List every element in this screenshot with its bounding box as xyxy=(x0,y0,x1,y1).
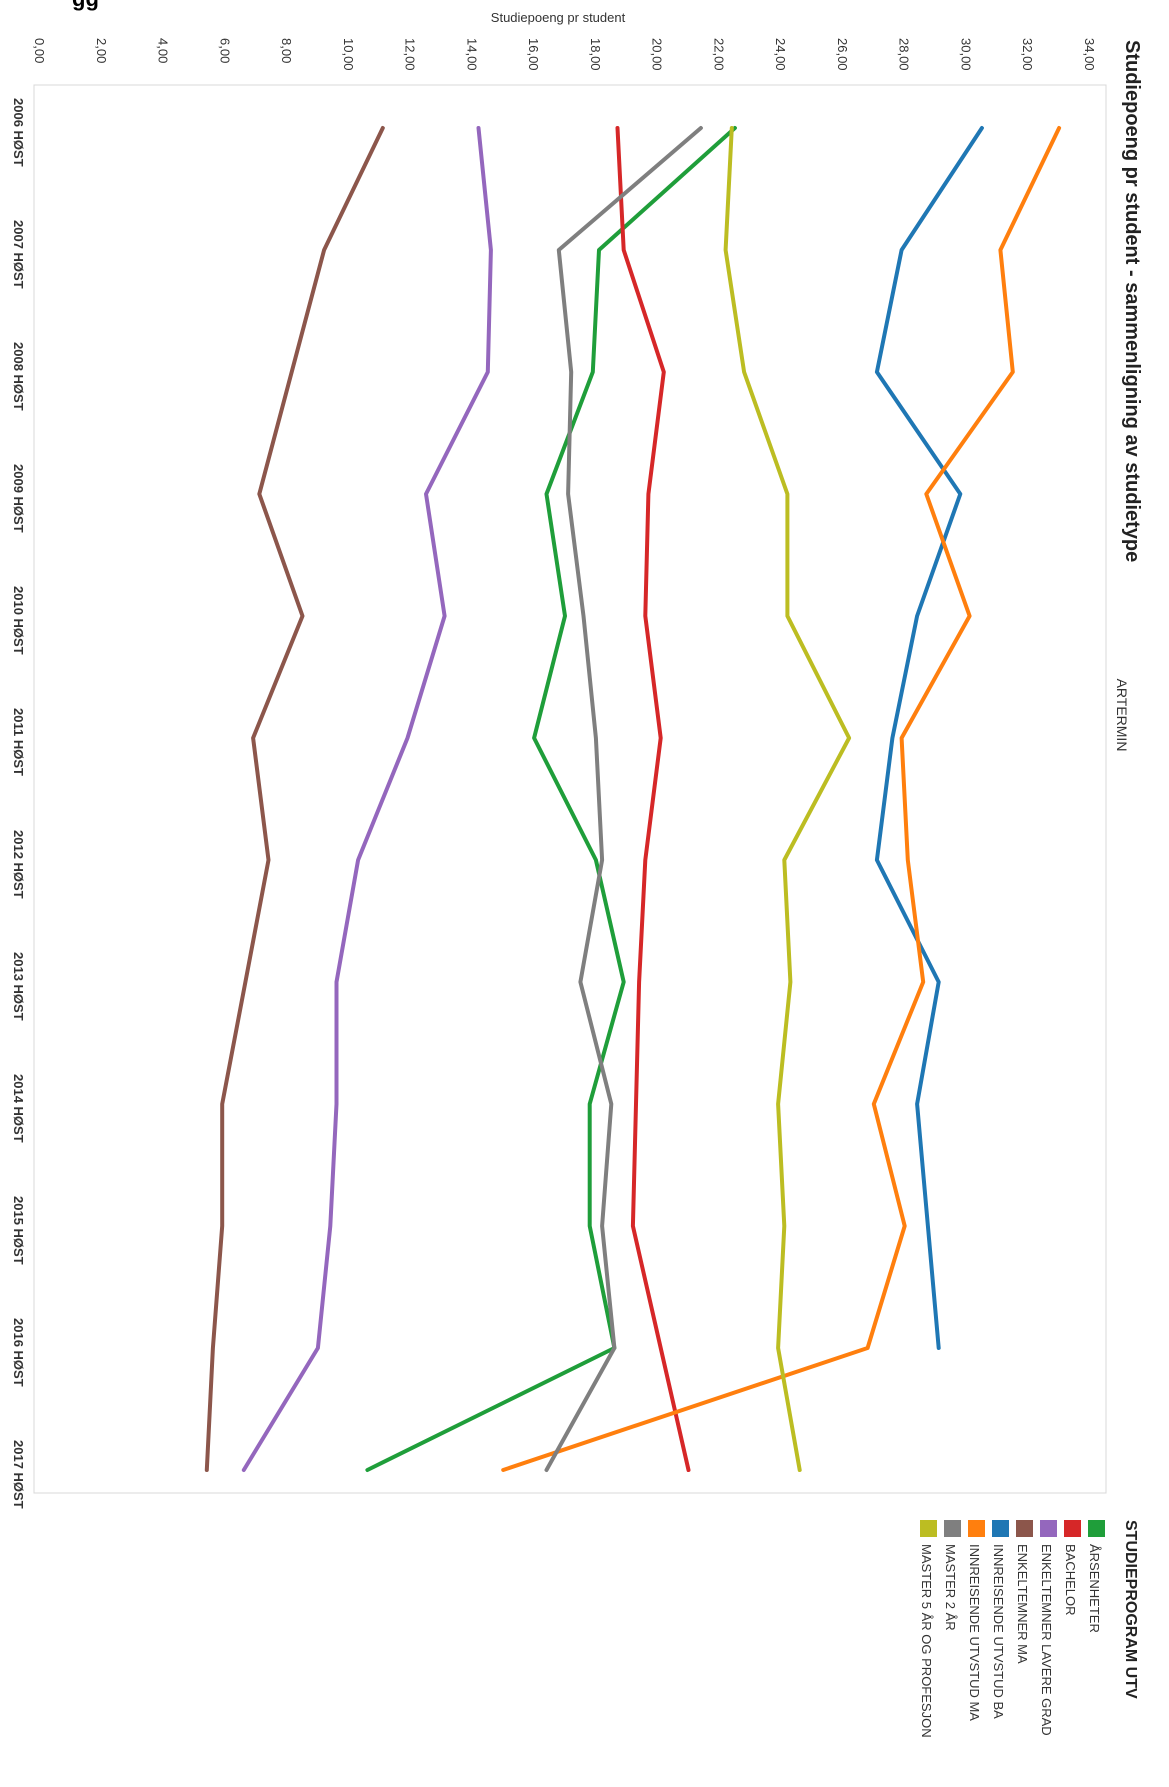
legend-swatch xyxy=(968,1520,985,1537)
x-tick-label: 2013 HØST xyxy=(11,952,26,1021)
y-tick-label: 18,00 xyxy=(588,38,603,71)
legend-swatch xyxy=(1088,1520,1105,1537)
x-tick-label: 2009 HØST xyxy=(11,464,26,533)
x-tick-label: 2008 HØST xyxy=(11,342,26,411)
series-line-4 xyxy=(874,126,984,1350)
y-tick-label: 26,00 xyxy=(835,38,850,71)
series-line-6 xyxy=(544,126,703,1472)
legend-label: INNREISENDE UTVSTUD BA xyxy=(991,1544,1006,1719)
y-tick-label: 20,00 xyxy=(650,38,665,71)
series-lines xyxy=(204,126,1062,1472)
x-tick-label: 2015 HØST xyxy=(11,1196,26,1265)
series-line-2 xyxy=(241,126,493,1472)
x-tick-label: 2007 HØST xyxy=(11,220,26,289)
x-tick-label: 2014 HØST xyxy=(11,1074,26,1143)
legend-swatch xyxy=(944,1520,961,1537)
chart-title: Studiepoeng pr student - sammenligning a… xyxy=(1121,40,1143,562)
y-tick-label: 2,00 xyxy=(94,38,109,63)
y-tick-label: 14,00 xyxy=(464,38,479,71)
x-tick-label: 2017 HØST xyxy=(11,1440,26,1509)
y-axis-label: Studiepoeng pr student xyxy=(491,10,626,25)
y-tick-label: 8,00 xyxy=(279,38,294,63)
series-line-7 xyxy=(723,126,852,1472)
page-title-fragment: gg xyxy=(72,0,99,11)
series-line-3 xyxy=(204,126,385,1472)
x-tick-label: 2011 HØST xyxy=(11,708,26,776)
legend-label: ENKELTEMNER LAVERE GRAD xyxy=(1039,1544,1054,1736)
y-tick-label: 22,00 xyxy=(711,38,726,71)
legend-title: STUDIEPROGRAM UTV xyxy=(1122,1520,1139,1699)
y-tick-labels: 0,00 2,00 4,00 6,00 8,00 10,00 12,00 14,00 16,00… xyxy=(32,38,1097,71)
legend-label: MASTER 5 ÅR OG PROFESJON xyxy=(919,1544,934,1738)
series-line-5 xyxy=(501,126,1062,1472)
y-tick-label: 28,00 xyxy=(897,38,912,71)
legend-label: MASTER 2 ÅR xyxy=(943,1544,958,1631)
y-tick-label: 4,00 xyxy=(156,38,171,63)
legend: ÅRSENHETER BACHELOR ENKELTEMNER LAVERE GRA… xyxy=(919,1520,1105,1738)
x-tick-label: 2006 HØST xyxy=(11,98,26,167)
y-tick-label: 32,00 xyxy=(1020,38,1035,71)
legend-label: BACHELOR xyxy=(1063,1544,1078,1616)
series-line-1 xyxy=(615,126,691,1472)
y-tick-label: 0,00 xyxy=(32,38,47,63)
y-tick-label: 10,00 xyxy=(341,38,356,71)
legend-swatch xyxy=(1040,1520,1057,1537)
legend-label: INNREISENDE UTVSTUD MA xyxy=(967,1544,982,1721)
x-axis-label: ARTERMIN xyxy=(1114,679,1130,752)
y-tick-label: 34,00 xyxy=(1082,38,1097,71)
x-tick-label: 2012 HØST xyxy=(11,830,26,899)
legend-swatch xyxy=(992,1520,1009,1537)
y-tick-label: 30,00 xyxy=(958,38,973,71)
legend-label: ÅRSENHETER xyxy=(1087,1544,1102,1633)
y-tick-label: 24,00 xyxy=(773,38,788,71)
x-tick-label: 2016 HØST xyxy=(11,1318,26,1387)
legend-swatch xyxy=(1064,1520,1081,1537)
plot-area xyxy=(33,84,1107,1494)
y-tick-label: 6,00 xyxy=(217,38,232,63)
x-tick-label: 2010 HØST xyxy=(11,586,26,655)
legend-swatch xyxy=(920,1520,937,1537)
series-line-0 xyxy=(365,126,737,1472)
legend-label: ENKELTEMNER MA xyxy=(1015,1544,1030,1664)
x-tick-labels: 2006 HØST 2007 HØST 2008 HØST 2009 HØST 2010… xyxy=(11,98,26,1509)
y-tick-label: 12,00 xyxy=(403,38,418,71)
y-tick-label: 16,00 xyxy=(526,38,541,71)
legend-swatch xyxy=(1016,1520,1033,1537)
